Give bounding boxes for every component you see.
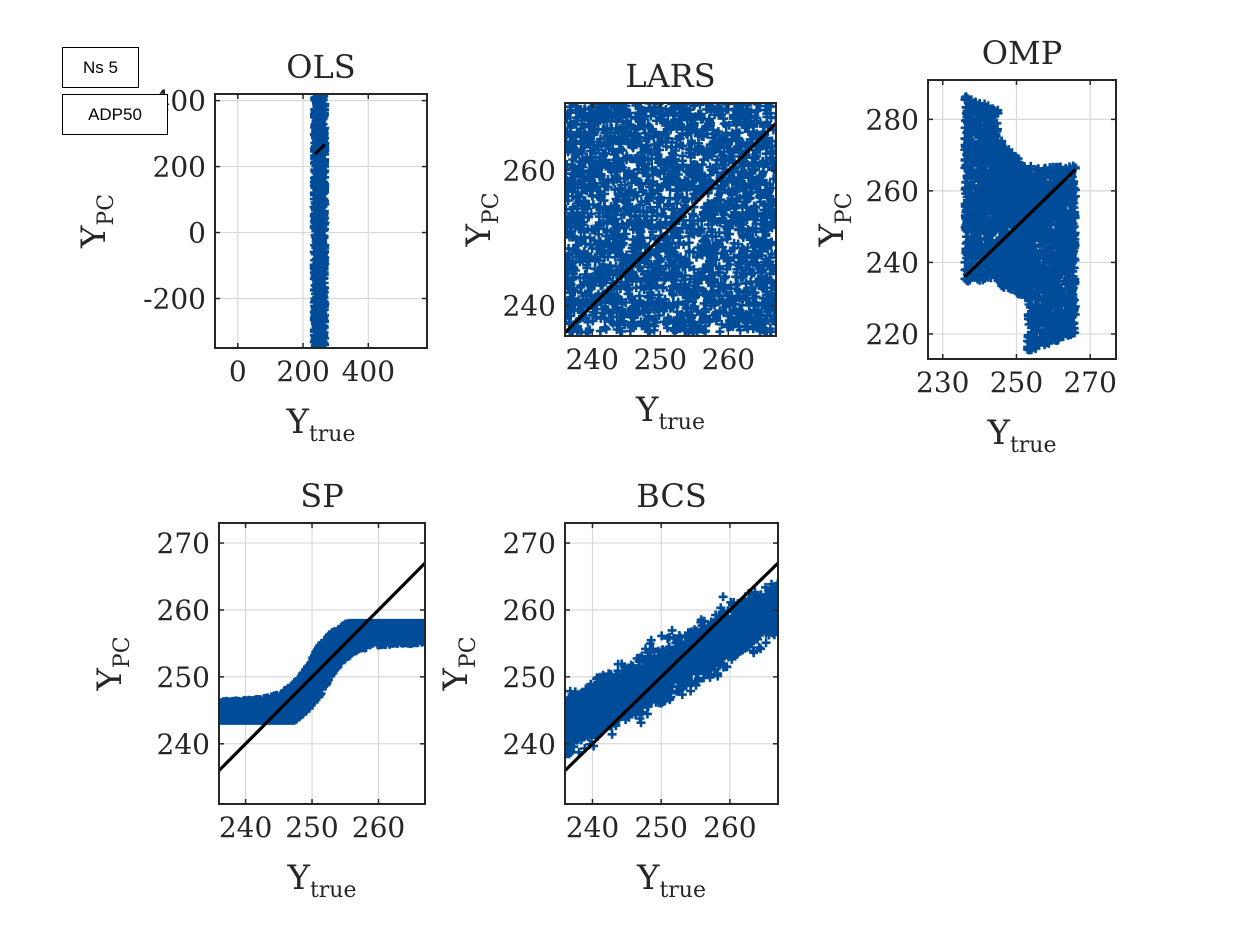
subplot-omp: 230 250 270 220 240 260 280 OMP Ytrue YPC xyxy=(812,34,1117,458)
x-tick-label: 240 xyxy=(219,811,272,844)
subplot-sp: 240 250 260 240 250 260 270 SP Ytrue YPC xyxy=(90,477,426,903)
y-tick-label: 270 xyxy=(157,527,210,560)
y-tick-label: 200 xyxy=(153,151,206,184)
y-tick-label: -200 xyxy=(143,283,206,316)
x-tick-label: 260 xyxy=(702,343,755,376)
y-tick-label: 240 xyxy=(503,290,556,323)
x-tick-label: 240 xyxy=(565,343,618,376)
y-axis-label: YPC xyxy=(436,636,481,691)
y-tick-label: 260 xyxy=(503,155,556,188)
x-axis-label: Ytrue xyxy=(635,390,705,435)
x-tick-label: 250 xyxy=(285,811,338,844)
scatter-points xyxy=(960,92,1080,355)
x-axis-label: Ytrue xyxy=(987,413,1057,458)
y-axis-label: YPC xyxy=(812,192,857,247)
scatter-points xyxy=(219,618,425,725)
x-axis-label: Ytrue xyxy=(636,858,706,903)
scatter-markers xyxy=(960,92,1080,355)
axes-frame xyxy=(564,102,777,337)
x-tick-label: 250 xyxy=(634,811,687,844)
x-tick-label: 400 xyxy=(342,355,395,388)
y-tick-label: 270 xyxy=(503,527,556,560)
y-tick-label: 240 xyxy=(503,728,556,761)
y-tick-label: 250 xyxy=(157,661,210,694)
x-axis-label: Ytrue xyxy=(286,402,356,447)
scatter-points xyxy=(565,103,776,336)
x-tick-label: 260 xyxy=(703,811,756,844)
x-tick-label: 0 xyxy=(229,355,247,388)
y-tick-label: 240 xyxy=(866,246,919,279)
method-annotation-box: ADP50 xyxy=(62,94,168,135)
ns-annotation-text: Ns 5 xyxy=(83,57,118,77)
fit-line xyxy=(313,143,327,156)
fit-line xyxy=(219,562,425,772)
axes-frame xyxy=(927,79,1117,360)
y-tick-label: 260 xyxy=(157,594,210,627)
x-axis-label: Ytrue xyxy=(287,858,357,903)
scatter-markers xyxy=(219,618,425,725)
ns-annotation-box: Ns 5 xyxy=(62,47,139,88)
axes-frame xyxy=(564,522,779,805)
y-tick-label: 220 xyxy=(866,318,919,351)
y-axis-label: YPC xyxy=(74,194,119,249)
y-tick-label: 240 xyxy=(157,728,210,761)
x-tick-label: 260 xyxy=(352,811,405,844)
method-annotation-text: ADP50 xyxy=(88,104,142,124)
subplot-title: OMP xyxy=(982,34,1063,72)
subplot-title: BCS xyxy=(636,477,707,515)
subplot-lars: 240 250 260 240 260 LARS Ytrue YPC xyxy=(459,57,777,435)
x-tick-label: 200 xyxy=(276,355,329,388)
x-tick-label: 250 xyxy=(634,343,687,376)
subplot-title: LARS xyxy=(625,57,715,95)
scatter-markers xyxy=(565,103,776,336)
y-tick-label: 280 xyxy=(866,103,919,136)
scatter-points xyxy=(309,94,330,348)
axes-frame xyxy=(218,522,426,805)
y-axis-label: YPC xyxy=(459,192,504,247)
subplot-title: OLS xyxy=(286,48,355,86)
x-tick-label: 250 xyxy=(990,366,1043,399)
subplot-title: SP xyxy=(300,477,343,515)
subplot-bcs: 240 250 260 240 250 260 270 BCS Ytrue YPC xyxy=(436,477,779,903)
fit-line xyxy=(963,168,1077,278)
x-tick-label: 240 xyxy=(566,811,619,844)
y-tick-label: 250 xyxy=(503,661,556,694)
scatter-markers xyxy=(309,94,330,348)
y-tick-label: 260 xyxy=(866,175,919,208)
y-tick-label: 0 xyxy=(188,217,206,250)
x-tick-label: 270 xyxy=(1063,366,1116,399)
fit-line xyxy=(565,561,778,772)
x-tick-label: 230 xyxy=(916,366,969,399)
y-axis-label: YPC xyxy=(90,636,135,691)
axes-frame xyxy=(214,93,428,349)
fit-line xyxy=(565,122,776,334)
y-tick-label: 260 xyxy=(503,594,556,627)
